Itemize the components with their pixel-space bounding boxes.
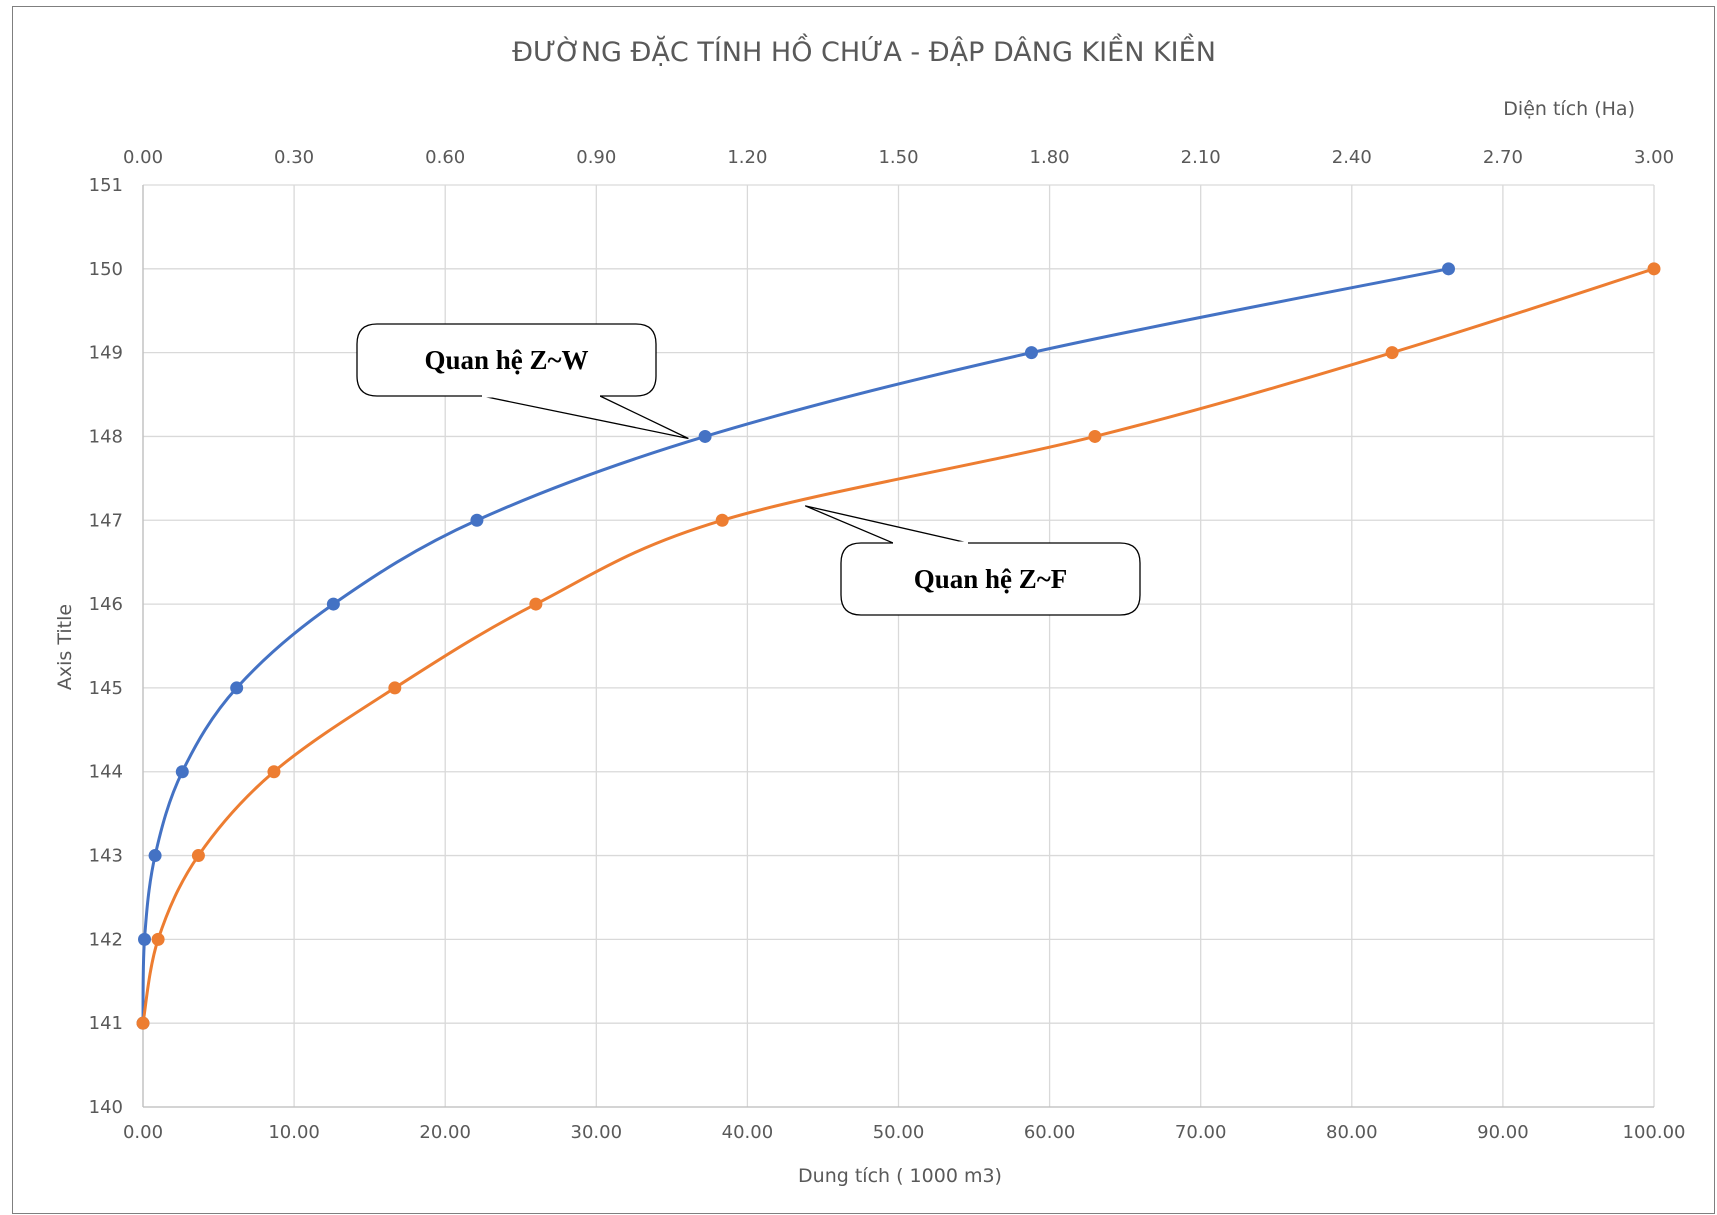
data-point-zf bbox=[1385, 346, 1399, 360]
series-layer bbox=[136, 262, 1661, 1030]
x-tick-label: 90.00 bbox=[1477, 1122, 1529, 1143]
x2-tick-label: 0.90 bbox=[576, 147, 616, 168]
y-tick-label: 150 bbox=[89, 259, 123, 280]
x-tick-label: 40.00 bbox=[722, 1122, 774, 1143]
callout-label: Quan hệ Z~F bbox=[914, 564, 1068, 594]
x2-tick-label: 2.70 bbox=[1483, 147, 1523, 168]
data-point-zw bbox=[1024, 346, 1038, 360]
y-tick-label: 147 bbox=[89, 510, 123, 531]
callout-box bbox=[356, 323, 657, 397]
data-point-zf bbox=[1088, 429, 1102, 443]
x2-tick-label: 2.10 bbox=[1181, 147, 1221, 168]
y-tick-label: 149 bbox=[89, 343, 123, 364]
x2-tick-label: 2.40 bbox=[1332, 147, 1372, 168]
callouts: Quan hệ Z~W Quan hệ Z~F bbox=[356, 323, 1141, 616]
callout-box bbox=[840, 542, 1141, 616]
x-tick-label: 30.00 bbox=[571, 1122, 623, 1143]
x-tick-label: 80.00 bbox=[1326, 1122, 1378, 1143]
x2-tick-label: 0.30 bbox=[274, 147, 314, 168]
y-axis-title: Axis Title bbox=[54, 604, 76, 690]
data-point-zf bbox=[715, 513, 729, 527]
x2-tick-label: 3.00 bbox=[1634, 147, 1674, 168]
y-tick-label: 142 bbox=[89, 929, 123, 950]
x-tick-label: 100.00 bbox=[1623, 1122, 1686, 1143]
x-tick-label: 10.00 bbox=[268, 1122, 320, 1143]
x2-tick-label: 0.00 bbox=[123, 147, 163, 168]
x-tick-label: 70.00 bbox=[1175, 1122, 1227, 1143]
x-tick-label: 60.00 bbox=[1024, 1122, 1076, 1143]
x2-tick-label: 1.50 bbox=[878, 147, 918, 168]
y-tick-label: 148 bbox=[89, 426, 123, 447]
data-point-zw bbox=[698, 429, 712, 443]
callout-label: Quan hệ Z~W bbox=[424, 345, 588, 375]
data-point-zw bbox=[138, 932, 152, 946]
data-point-zf bbox=[151, 932, 165, 946]
data-point-zf bbox=[1647, 262, 1661, 276]
x-tick-label: 20.00 bbox=[419, 1122, 471, 1143]
data-point-zw bbox=[148, 849, 162, 863]
y-tick-label: 144 bbox=[89, 762, 123, 783]
x2-tick-label: 0.60 bbox=[425, 147, 465, 168]
top-axis-title: Diện tích (Ha) bbox=[1503, 98, 1635, 120]
data-point-zf bbox=[388, 681, 402, 695]
data-point-zw bbox=[175, 765, 189, 779]
series-zw bbox=[136, 262, 1456, 1030]
callout-zw: Quan hệ Z~W bbox=[356, 323, 689, 440]
data-point-zf bbox=[267, 765, 281, 779]
y-tick-label: 151 bbox=[89, 175, 123, 196]
y-tick-label: 145 bbox=[89, 678, 123, 699]
data-point-zw bbox=[326, 597, 340, 611]
callout-pointer bbox=[804, 505, 969, 544]
x2-tick-label: 1.20 bbox=[727, 147, 767, 168]
series-zf bbox=[136, 262, 1661, 1030]
x-tick-label: 0.00 bbox=[123, 1122, 163, 1143]
x-tick-label: 50.00 bbox=[873, 1122, 925, 1143]
data-point-zw bbox=[470, 513, 484, 527]
y-tick-label: 146 bbox=[89, 594, 123, 615]
data-point-zf bbox=[191, 849, 205, 863]
callout-pointer bbox=[481, 395, 689, 440]
callout-zf: Quan hệ Z~F bbox=[804, 505, 1141, 616]
chart-title: ĐƯỜNG ĐẶC TÍNH HỒ CHỨA - ĐẬP DÂNG KIỀN K… bbox=[512, 33, 1216, 68]
x2-tick-label: 1.80 bbox=[1030, 147, 1070, 168]
data-point-zf bbox=[529, 597, 543, 611]
y-tick-label: 140 bbox=[89, 1097, 123, 1118]
data-point-zw bbox=[1442, 262, 1456, 276]
gridlines bbox=[142, 184, 1655, 1108]
data-point-zw bbox=[230, 681, 244, 695]
axes: 1401411421431441451461471481491501510.00… bbox=[89, 147, 1686, 1143]
y-tick-label: 143 bbox=[89, 846, 123, 867]
data-point-zf bbox=[136, 1016, 150, 1030]
bottom-axis-title: Dung tích ( 1000 m3) bbox=[798, 1165, 1002, 1187]
series-line-zw bbox=[141, 267, 1449, 1024]
y-tick-label: 141 bbox=[89, 1013, 123, 1034]
